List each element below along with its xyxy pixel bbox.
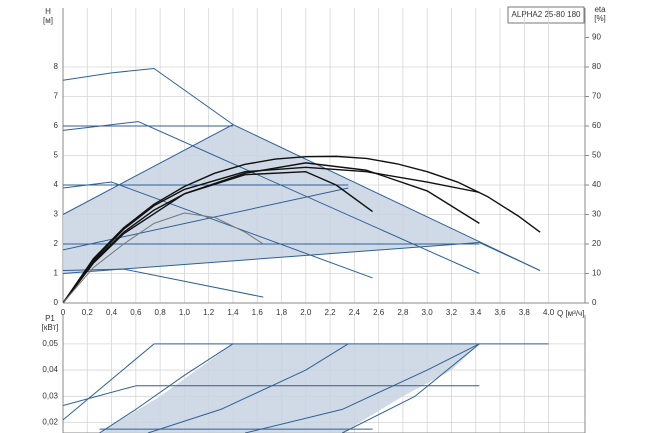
x-tick-label: 4,0 [543,308,555,317]
curve [63,212,264,303]
x-tick-label: 0,2 [82,308,94,317]
y-tick-label: 0,04 [42,365,58,374]
y-tick-label: 5 [54,151,59,160]
y-label: H [45,7,51,16]
y-tick-label: 0,02 [42,418,58,427]
x-tick-label: 2,4 [349,308,361,317]
x-tick-label: 1,2 [203,308,215,317]
x-tick-label: 3,6 [494,308,506,317]
operating-area [63,124,480,274]
x-tick-label: 2,2 [325,308,337,317]
title-box [507,6,585,24]
x-label: Q [м³/ч] [557,309,584,318]
y-tick-label: 7 [54,92,59,101]
curve [63,124,234,215]
curve [63,242,480,274]
curve [99,343,234,433]
y-tick-label: 6 [54,121,59,130]
x-tick-label: 0,8 [155,308,167,317]
y-tick-label: 3 [54,210,59,219]
x-tick-label: 0,6 [130,308,142,317]
y-tick-label: 1 [54,269,59,278]
x-tick-label: 1,6 [252,308,264,317]
y-tick-label: 8 [54,62,59,71]
x-tick-label: 2,0 [300,308,312,317]
curve [63,187,349,251]
x-tick-label: 3,8 [519,308,531,317]
y2-unit: [%] [594,14,606,23]
x-tick-label: 2,8 [397,308,409,317]
y-tick-label: 4 [54,180,59,189]
x-tick-label: 1,4 [227,308,239,317]
curve [147,343,349,433]
x-tick-label: 3,2 [446,308,458,317]
plot [63,343,549,433]
y2-tick-label: 70 [592,92,601,101]
curve [63,343,155,421]
y2-tick-label: 40 [592,180,601,189]
y2-label: eta [594,5,606,14]
x-tick-label: 2,6 [373,308,385,317]
curve [63,166,480,303]
x-tick-label: 0,4 [106,308,118,317]
x-tick-label: 3,0 [422,308,434,317]
curve [479,242,541,272]
y-tick-label: 2 [54,239,59,248]
y2-tick-label: 20 [592,239,601,248]
y-label: P1 [45,314,55,323]
x-tick-label: 3,4 [470,308,482,317]
y2-tick-label: 0 [592,298,597,307]
x-tick-label: 1,0 [179,308,191,317]
curve [63,155,541,303]
y2-tick-label: 60 [592,121,601,130]
y-tick-label: 0,05 [42,339,58,348]
plot [63,67,541,303]
curve [63,181,373,279]
y2-tick-label: 50 [592,151,601,160]
chart-title: ALPHA2 25-80 180 [512,10,581,19]
operating-area [99,343,480,433]
curve [63,385,136,406]
y-unit: [м] [43,16,53,25]
x-tick-label: 0 [61,308,66,317]
curve [63,162,480,303]
y2-tick-label: 10 [592,269,601,278]
y-tick-label: 0,03 [42,391,58,400]
curve [63,268,264,298]
curve [244,343,480,433]
y2-tick-label: 80 [592,62,601,71]
curve [63,67,541,272]
x-tick-label: 1,8 [276,308,288,317]
y2-tick-label: 90 [592,33,601,42]
curve [63,121,480,274]
curve [341,343,480,433]
y2-tick-label: 30 [592,210,601,219]
y-tick-label: 0 [54,298,59,307]
y-unit: [кВт] [42,323,59,332]
